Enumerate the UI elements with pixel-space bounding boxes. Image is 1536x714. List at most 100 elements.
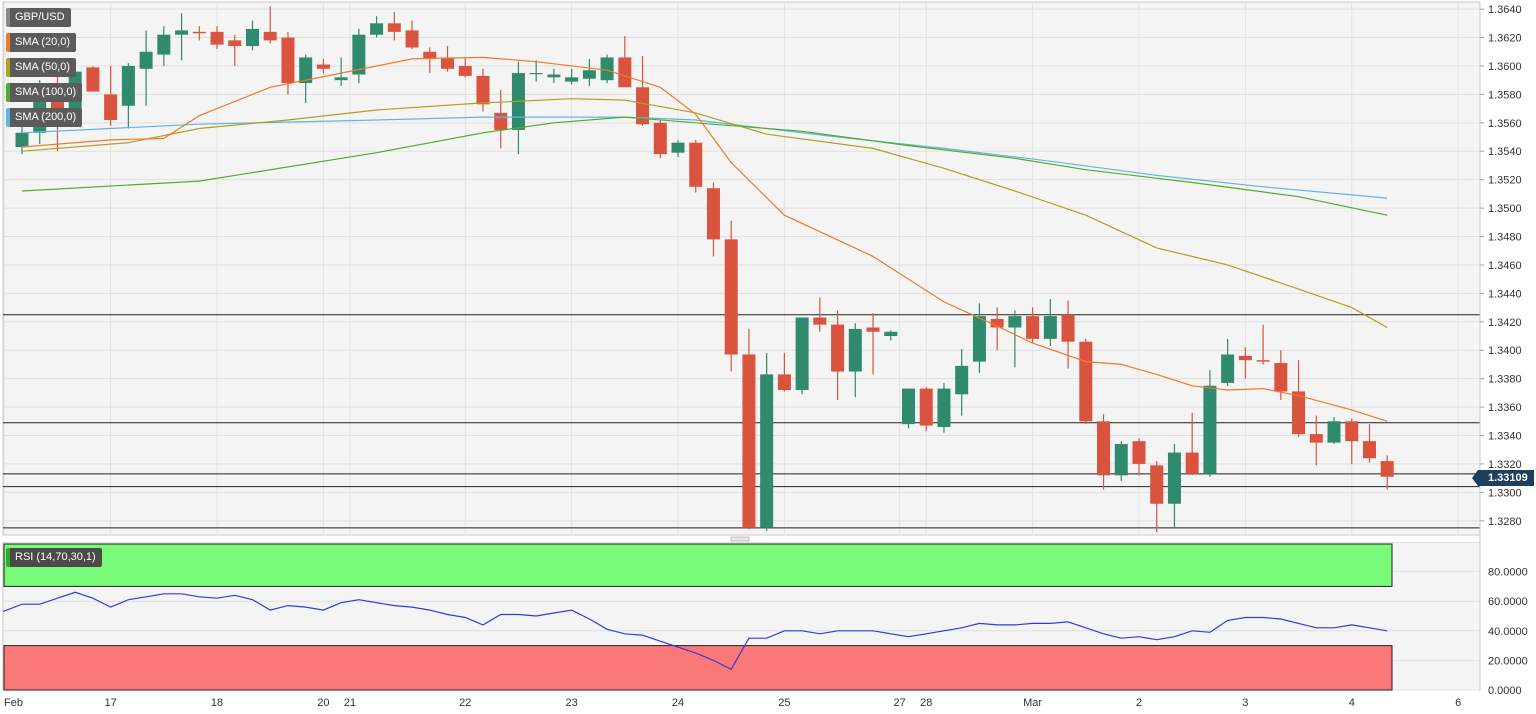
candle-body: [15, 132, 29, 147]
time-tick-label: 22: [459, 697, 471, 709]
candle-body: [1008, 316, 1022, 328]
candle-body: [547, 74, 561, 78]
candle-body: [1150, 465, 1164, 504]
time-tick-label: Feb: [4, 697, 23, 709]
candle-body: [1380, 461, 1394, 477]
candle-body: [955, 365, 969, 395]
time-tick-label: 18: [211, 697, 223, 709]
price-tick-label: 1.3400: [1488, 345, 1522, 357]
candle-body: [458, 65, 472, 76]
candle-body: [600, 57, 614, 81]
candle-body: [777, 374, 791, 391]
legend-rsi[interactable]: RSI (14,70,30,1): [6, 548, 102, 567]
candle-body: [1185, 452, 1199, 474]
candle-body: [299, 57, 313, 84]
time-tick-label: 25: [778, 697, 790, 709]
horizontal-levels: [3, 314, 1480, 529]
candle-body: [157, 34, 171, 55]
candle-body: [1079, 341, 1093, 422]
price-panel: [2, 1, 1481, 536]
candle-body: [1097, 421, 1111, 476]
price-tick-label: 1.3600: [1488, 61, 1522, 73]
candle-body: [86, 67, 100, 92]
candle-body: [423, 51, 437, 59]
candle-body: [724, 239, 738, 355]
price-tick-label: 1.3460: [1488, 260, 1522, 272]
legend-sma-50[interactable]: SMA (50,0): [6, 58, 77, 77]
candle-body: [228, 40, 242, 47]
candle-body: [441, 57, 455, 69]
candle-body: [1238, 355, 1252, 361]
price-tick-label: 1.3380: [1488, 374, 1522, 386]
price-tick-label: 1.3620: [1488, 33, 1522, 45]
candle-body: [370, 23, 384, 35]
candle-body: [1362, 441, 1376, 459]
price-tick-label: 1.3640: [1488, 4, 1522, 16]
rsi-tick-label: 20.0000: [1488, 655, 1528, 667]
candle-body: [281, 37, 295, 84]
sma50-line: [21, 98, 1388, 329]
legend-sma-100[interactable]: SMA (100,0): [6, 83, 83, 102]
time-tick-label: 2: [1136, 697, 1142, 709]
legend-sma-200[interactable]: SMA (200,0): [6, 108, 83, 127]
price-tick-label: 1.3480: [1488, 232, 1522, 244]
candle-body: [902, 388, 915, 425]
time-tick-label: 24: [672, 697, 684, 709]
candle-body: [1203, 385, 1217, 474]
price-tick-label: 1.3520: [1488, 175, 1522, 187]
time-tick-label: 4: [1349, 697, 1355, 709]
candle-body: [1061, 314, 1075, 342]
time-tick-label: 17: [105, 697, 117, 709]
candle-body: [245, 29, 259, 47]
candle-body: [139, 51, 153, 69]
price-tick-label: 1.3280: [1488, 516, 1522, 528]
candle-body: [813, 317, 827, 325]
candle-body: [636, 87, 650, 125]
price-tick-label: 1.3440: [1488, 288, 1522, 300]
candle-body: [192, 31, 206, 34]
candle-body: [1274, 363, 1288, 392]
rsi-tick-label: 0.0000: [1488, 685, 1522, 697]
price-tick-label: 1.3500: [1488, 203, 1522, 215]
time-tick-label: 27: [894, 697, 906, 709]
oversold-zone: [3, 645, 1393, 691]
candle-body: [565, 77, 579, 82]
panel-divider-handle[interactable]: [3, 2, 1481, 690]
price-tick-label: 1.3420: [1488, 317, 1522, 329]
candle-body: [210, 31, 224, 45]
candle-body: [529, 73, 543, 75]
candle-body: [866, 327, 880, 332]
price-panel-bg: [2, 1, 1481, 536]
candle-body: [582, 70, 596, 79]
legend-symbol[interactable]: GBP/USD: [6, 8, 71, 27]
time-axis: Feb 17 18 20 21 22 23 24 25 27 28 Mar 2 3 4 6: [4, 697, 1461, 709]
time-tick-label: 3: [1242, 697, 1248, 709]
time-tick-label: 20: [317, 697, 329, 709]
candle-body: [689, 142, 703, 187]
candle-body: [671, 142, 685, 153]
candle-body: [848, 328, 862, 372]
candle-body: [1327, 421, 1341, 443]
rsi-tick-label: 40.0000: [1488, 626, 1528, 638]
time-tick-label: 6: [1455, 697, 1461, 709]
candle-body: [405, 30, 419, 48]
time-tick-label: 21: [344, 697, 356, 709]
candle-body: [175, 30, 189, 35]
time-tick-label: Mar: [1023, 697, 1042, 709]
candle-body: [1132, 441, 1146, 464]
candle-body: [653, 122, 667, 155]
candle-body: [919, 388, 933, 426]
candle-body: [263, 31, 277, 41]
candle-body: [742, 354, 756, 528]
candle-body: [618, 57, 632, 88]
price-axis: 1.3640 1.3620 1.3600 1.3580 1.3560 1.3540 1.35…: [1480, 4, 1522, 528]
candle-body: [387, 23, 401, 32]
rsi-panel: 80.0000 60.0000 40.0000 20.0000 0.0000: [2, 541, 1528, 697]
candle-body: [884, 331, 898, 337]
divider-grip-icon: [730, 536, 750, 542]
candle-body: [1114, 444, 1128, 476]
candle-body: [1167, 452, 1181, 504]
legend-sma-20[interactable]: SMA (20,0): [6, 33, 77, 52]
price-tick-label: 1.3580: [1488, 89, 1522, 101]
candle-body: [1292, 391, 1306, 435]
